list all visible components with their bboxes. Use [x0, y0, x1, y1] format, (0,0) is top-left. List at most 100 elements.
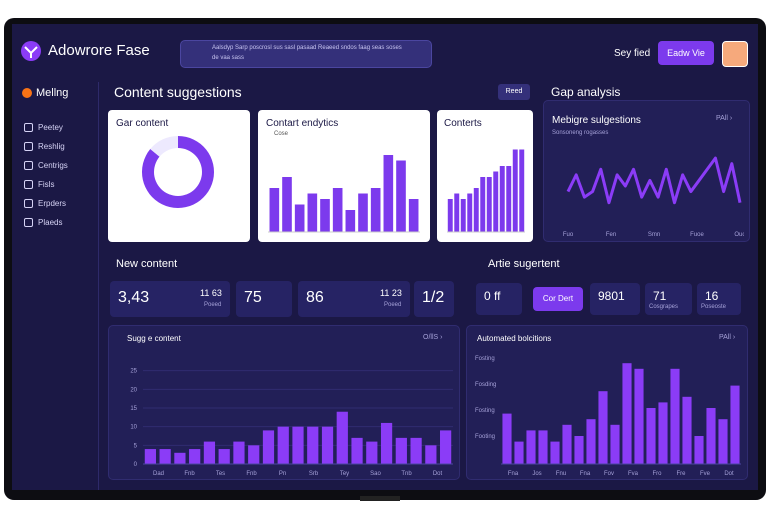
bar — [408, 199, 419, 232]
bar — [189, 449, 201, 464]
x-tick-label: Smn — [648, 232, 660, 238]
x-tick-label: Fuoe — [690, 232, 704, 238]
y-tick-label: 25 — [130, 369, 137, 375]
bar — [512, 149, 518, 232]
x-tick-label: Dad — [153, 471, 164, 477]
card: Automated bolcitions PAll › Fosting Fosdi… — [466, 325, 748, 480]
stat-value: 0 ff — [484, 289, 501, 303]
bar — [506, 166, 512, 232]
logo-text: Adowrore Fase — [48, 42, 150, 59]
bar — [706, 408, 716, 464]
stat-sub: 11 63 — [200, 288, 222, 298]
bar — [380, 422, 393, 464]
bar — [159, 449, 171, 464]
bar — [562, 424, 572, 464]
bar — [493, 171, 499, 232]
card-link[interactable]: O/llS › — [423, 334, 443, 341]
bar — [370, 188, 381, 232]
bar — [574, 436, 584, 464]
bar — [447, 199, 453, 232]
header-button[interactable]: Eadw Vie — [658, 41, 714, 65]
section-title: Gap analysis — [551, 85, 621, 99]
y-tick-label: 10 — [130, 425, 137, 431]
y-label: Footing — [475, 434, 495, 440]
y-label: Fosding — [475, 382, 496, 388]
card-title: Conterts — [444, 118, 482, 129]
bar — [410, 437, 422, 464]
bar-chart: Fosting Fosding Fosting Footing Fna Jos Fnu Fna… — [475, 356, 741, 477]
x-tick-label: Fna — [508, 471, 519, 477]
x-tick-label: Fre — [677, 471, 687, 477]
bar — [454, 193, 460, 232]
bar — [658, 402, 668, 464]
bar — [646, 408, 656, 464]
bar — [718, 419, 728, 464]
stat-card — [110, 281, 230, 317]
bar — [598, 391, 608, 464]
bar — [203, 441, 216, 464]
y-tick-label: 20 — [130, 387, 137, 393]
avatar[interactable] — [722, 41, 748, 67]
sidebar-item[interactable]: Fisls — [38, 180, 55, 189]
x-tick-label: Jos — [532, 471, 541, 477]
stat-value: 9801 — [598, 289, 625, 303]
card-title: Gar content — [116, 118, 169, 129]
bar — [262, 430, 275, 464]
action-button[interactable]: Cor Dert — [533, 287, 583, 311]
card: Sugg e content O/llS › 0 5 10 15 20 25 Dad Fnb T… — [108, 325, 460, 480]
sidebar-item[interactable]: Peetey — [38, 123, 63, 132]
sidebar-icon — [24, 218, 33, 227]
stat-card — [476, 283, 522, 315]
sidebar-item[interactable]: Centrigs — [38, 161, 68, 170]
sidebar-icon — [24, 199, 33, 208]
x-tick-label: Srb — [309, 471, 319, 477]
card-subtitle: Sonsoneng rogasses — [552, 130, 609, 136]
y-label: Fosting — [475, 408, 495, 414]
bar — [292, 426, 304, 464]
bar — [336, 411, 348, 464]
x-tick-label: Pn — [279, 471, 286, 477]
sidebar-icon — [22, 88, 32, 98]
sidebar-item[interactable]: Reshlig — [38, 142, 65, 151]
stat-value: 75 — [244, 289, 262, 306]
bar — [307, 193, 318, 232]
x-tick-label: Fov — [604, 471, 614, 477]
legend: Cose — [274, 131, 289, 137]
bar — [467, 193, 473, 232]
card-link[interactable]: PAll › — [719, 334, 736, 341]
x-tick-label: Tey — [340, 471, 349, 477]
bar — [473, 188, 479, 232]
stat-value: 16 — [705, 289, 719, 303]
card-title: Automated bolcitions — [477, 334, 552, 343]
bar — [538, 430, 548, 464]
bar — [345, 210, 356, 232]
card-link[interactable]: PAll › — [716, 115, 733, 122]
stat-value: 71 — [653, 289, 667, 303]
bar — [440, 430, 452, 464]
logo-icon — [21, 41, 41, 61]
sidebar-item[interactable]: Plaeds — [38, 218, 63, 227]
bar — [519, 149, 525, 232]
stat-card — [645, 283, 692, 315]
line-chart: Fuo Fen Smn Fuoe Ouo — [563, 156, 744, 238]
bar — [460, 199, 466, 232]
bar — [366, 441, 378, 464]
sidebar-icon — [24, 123, 33, 132]
search-box[interactable] — [180, 40, 432, 68]
x-tick-label: Dot — [433, 471, 443, 477]
bar — [351, 437, 363, 464]
section-button[interactable]: Reed — [498, 84, 530, 100]
stat-card — [414, 281, 454, 317]
monitor-stand — [360, 496, 400, 501]
bar — [670, 368, 680, 464]
bar — [694, 436, 704, 464]
x-tick-label: Fnb — [246, 471, 257, 477]
bar — [514, 441, 524, 464]
x-tick-label: Tes — [216, 471, 225, 477]
x-tick-label: Sao — [370, 471, 381, 477]
card: Mebigre sulgestions Sonsoneng rogasses P… — [543, 100, 750, 242]
bar — [277, 426, 289, 464]
sidebar-item[interactable]: Erpders — [38, 199, 67, 208]
sidebar-icon — [24, 142, 33, 151]
stat-value: 1/2 — [422, 289, 445, 306]
